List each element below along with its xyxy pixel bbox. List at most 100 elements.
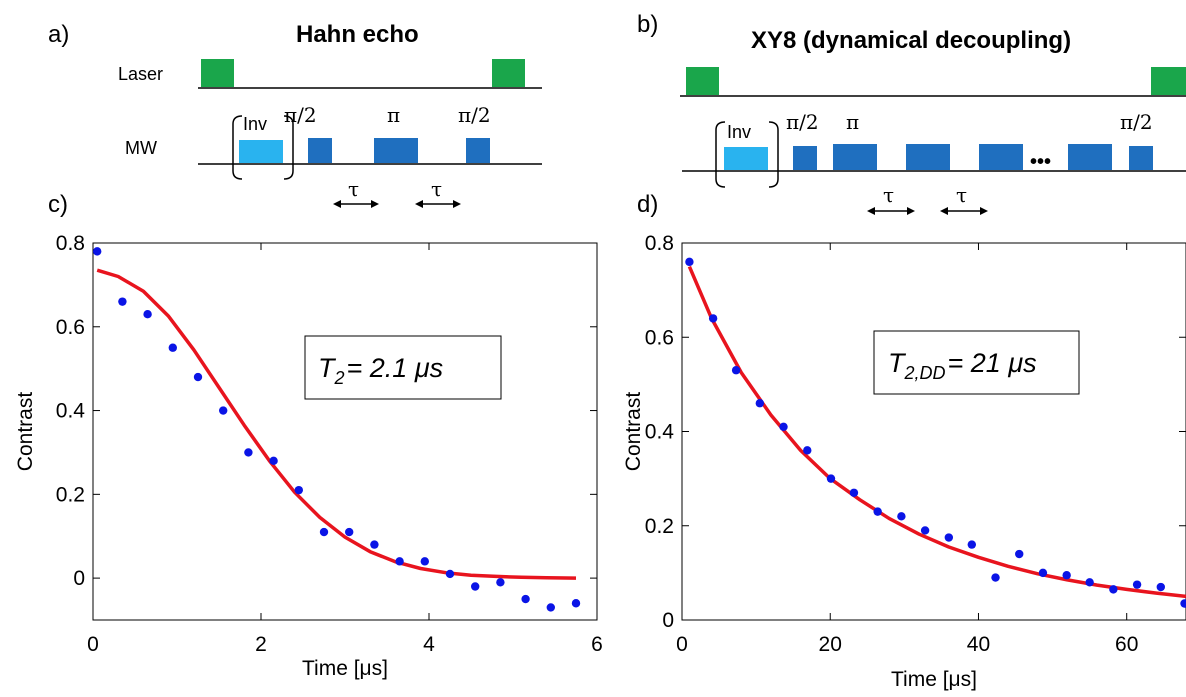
x-tick-label: 60: [1115, 633, 1138, 656]
data-point: [395, 557, 404, 566]
data-point: [294, 485, 303, 495]
y-tick-label: 0.4: [645, 421, 675, 444]
x-tick-label: 20: [819, 633, 842, 656]
panel-d-letter: d): [637, 191, 658, 218]
panel-a-title: Hahn echo: [296, 21, 419, 48]
data-point: [521, 594, 530, 604]
chart-c-hahn-echo-decay: 0 2 4 600.20.40.60.8 Time [μs] Contrast T2=…: [14, 232, 603, 680]
tau-label-1: τ: [348, 177, 359, 201]
y-axis-label-c: Contrast: [14, 392, 37, 472]
data-point: [471, 582, 480, 591]
x-tick-label: 40: [967, 633, 990, 656]
y-tick-label: 0.8: [56, 232, 85, 255]
data-point: [319, 527, 329, 537]
data-point: [219, 406, 228, 415]
data-point: [731, 366, 741, 375]
data-point: [345, 527, 354, 537]
tau-label-b1: τ: [883, 183, 894, 207]
x-tick-label: 2: [255, 633, 267, 656]
y-tick-label: 0.2: [56, 483, 85, 506]
data-point: [496, 578, 505, 587]
t2-annotation-box: T2= 2.1 μs: [304, 335, 502, 400]
tau-label-b2: τ: [956, 183, 967, 207]
fit-curve: [687, 265, 1186, 599]
data-point: [685, 257, 694, 267]
laser-row-label: Laser: [118, 64, 163, 84]
data-point: [920, 526, 930, 535]
y-tick-label: 0.2: [645, 515, 674, 538]
pi-half-pulse-b2: [1129, 146, 1153, 170]
pi-half-pulse-2: [466, 138, 490, 163]
tau-arrow-b2: [940, 207, 988, 215]
data-point: [546, 603, 555, 612]
t2-subscript: 2: [334, 368, 345, 388]
pi-pulse-b4: [1068, 144, 1112, 170]
inv-bracket-left-b: [715, 121, 726, 188]
data-point: [571, 599, 581, 608]
inv-bracket-right: [283, 115, 294, 180]
t2dd-annotation-box: T2,DD= 21 μs: [873, 330, 1080, 395]
t2dd-subscript: 2,DD: [904, 363, 946, 383]
data-point: [118, 297, 127, 306]
data-point: [967, 540, 976, 549]
t2dd-symbol: T: [888, 348, 907, 378]
data-marks-d: [685, 257, 1186, 608]
panel-b-xy8-sequence: b) XY8 (dynamical decoupling) Inv ••• π/…: [637, 11, 1186, 215]
data-point: [1085, 578, 1094, 587]
y-tick-label: 0.6: [645, 326, 674, 349]
tau-arrow-2: [415, 200, 461, 208]
laser-pulse-end: [492, 59, 525, 87]
data-point: [1180, 599, 1186, 608]
inversion-pulse-b: [724, 147, 768, 170]
tau-label-2: τ: [431, 177, 442, 201]
data-point: [143, 310, 152, 319]
inv-bracket-left: [232, 115, 243, 180]
x-tick-label: 0: [87, 633, 99, 656]
plot-frame-c: [92, 242, 598, 621]
data-point: [779, 422, 788, 431]
inv-label-b: Inv: [727, 122, 751, 142]
x-axis-label-d: Time [μs]: [891, 668, 977, 691]
data-point: [445, 569, 455, 579]
inversion-pulse: [239, 140, 283, 163]
t2dd-value: = 21 μs: [948, 348, 1037, 378]
laser-pulse-start-b: [686, 67, 719, 95]
data-point: [1156, 582, 1166, 592]
data-point: [873, 507, 882, 516]
t2-symbol: T: [318, 353, 337, 383]
data-point: [1109, 585, 1118, 594]
y-tick-label: 0.6: [56, 316, 85, 339]
y-axis-label-d: Contrast: [622, 392, 645, 472]
pi-half-pulse-1: [308, 138, 332, 163]
data-point: [1015, 549, 1024, 559]
axis-ticks-c: 0 2 4 6 0 0.2 0.4 0.6 0.8: [56, 232, 603, 656]
axis-ticks-d: 0 20 40 60 0 0.2 0.4 0.6 0.8: [645, 232, 1186, 656]
data-point: [1132, 580, 1142, 589]
y-tick-label: 0: [73, 567, 85, 590]
data-point: [708, 314, 718, 323]
data-point: [991, 573, 1000, 582]
data-marks-c: [93, 247, 581, 612]
pi-half-label-b2: π/2: [1120, 110, 1153, 134]
plot-frame-d: [681, 242, 1186, 621]
pi-half-label-1: π/2: [284, 103, 317, 127]
y-tick-label: 0.4: [56, 400, 86, 423]
data-point: [244, 448, 253, 457]
inv-label: Inv: [243, 114, 267, 134]
x-axis-label-c: Time [μs]: [302, 657, 388, 680]
panel-a-letter: a): [48, 21, 69, 48]
x-tick-label: 0: [676, 633, 688, 656]
tau-arrow-b1: [867, 207, 915, 215]
data-point: [370, 540, 379, 549]
ellipsis: •••: [1030, 151, 1051, 173]
data-point: [269, 456, 278, 466]
y-tick-label: 0.8: [645, 232, 674, 255]
tau-arrow-1: [333, 200, 379, 208]
svg-text:T2= 2.1 μs: T2= 2.1 μs: [318, 353, 443, 388]
data-point: [193, 372, 203, 382]
data-point: [168, 343, 177, 352]
data-point: [803, 446, 812, 455]
fit-curve: [96, 268, 577, 580]
